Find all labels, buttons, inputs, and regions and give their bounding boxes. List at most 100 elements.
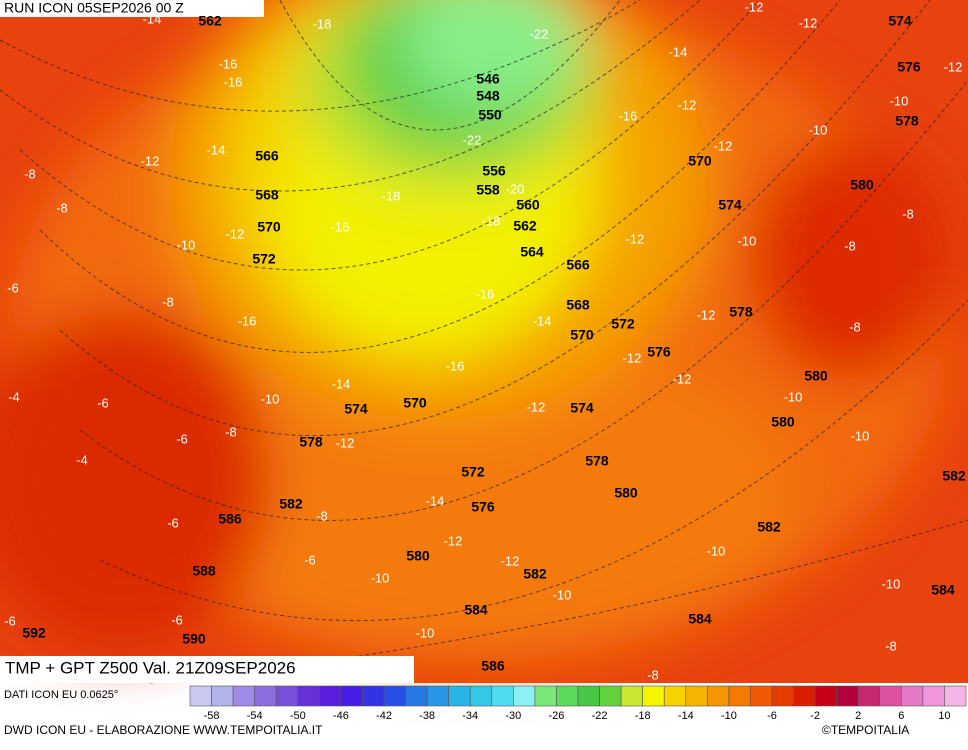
- legend-tick-label: -26: [548, 710, 564, 722]
- temperature-label: -6: [167, 515, 179, 530]
- temperature-label: -6: [171, 612, 183, 627]
- legend-tick-label: 6: [898, 710, 904, 722]
- color-swatch: [879, 685, 902, 707]
- height-label: 572: [252, 251, 276, 267]
- temperature-label: -18: [313, 16, 332, 31]
- height-label: 562: [513, 218, 537, 234]
- height-label: 562: [198, 13, 222, 29]
- temperature-label: -8: [647, 667, 659, 682]
- height-label: 584: [931, 582, 955, 598]
- color-swatch: [232, 685, 255, 707]
- temperature-label: -16: [224, 74, 243, 89]
- legend-tick-label: -30: [505, 710, 521, 722]
- temperature-label: -14: [669, 44, 688, 59]
- temperature-label: -14: [533, 313, 552, 328]
- height-label: 588: [192, 563, 216, 579]
- height-label: 570: [570, 327, 594, 343]
- legend-tick-label: -58: [204, 710, 220, 722]
- map-background: [0, 0, 968, 684]
- height-label: 592: [22, 625, 46, 641]
- height-label: 584: [688, 611, 712, 627]
- run-box: [0, 0, 264, 17]
- height-label: 584: [464, 602, 488, 618]
- legend-tick-label: -46: [333, 710, 349, 722]
- temperature-label: -12: [336, 435, 355, 450]
- temperature-label: -12: [678, 97, 697, 112]
- color-swatch: [663, 685, 687, 707]
- temperature-label: -12: [673, 371, 692, 386]
- temperature-label: -12: [501, 553, 520, 568]
- height-label: 560: [516, 197, 540, 213]
- temperature-label: -12: [623, 350, 642, 365]
- height-label: 580: [614, 485, 638, 501]
- color-swatch: [685, 685, 708, 707]
- color-swatch: [620, 685, 643, 707]
- height-label: 570: [688, 153, 712, 169]
- legend-tick-label: 2: [855, 710, 861, 722]
- temperature-label: -10: [882, 576, 901, 591]
- temperature-label: -10: [371, 570, 390, 585]
- legend-tick-label: -54: [247, 710, 263, 722]
- color-swatch: [426, 685, 449, 707]
- height-label: 576: [471, 499, 495, 515]
- color-swatch: [189, 685, 212, 707]
- temperature-label: -12: [226, 226, 245, 241]
- height-label: 574: [888, 13, 912, 29]
- temperature-label: -8: [316, 508, 328, 523]
- temperature-label: -8: [24, 166, 36, 181]
- color-swatch: [362, 685, 385, 707]
- temperature-label: -6: [4, 613, 16, 628]
- map-title: TMP + GPT Z500 Val. 21Z09SEP2026: [5, 658, 296, 677]
- height-label: 582: [757, 519, 781, 535]
- height-label: 580: [771, 414, 795, 430]
- height-label: 566: [255, 148, 279, 164]
- temperature-label: -18: [382, 188, 401, 203]
- height-label: 578: [729, 304, 753, 320]
- height-label: 590: [182, 631, 206, 647]
- temperature-label: -8: [844, 238, 856, 253]
- copyright: ©TEMPOITALIA: [822, 723, 909, 737]
- temperature-label: -8: [225, 424, 237, 439]
- temperature-label: -10: [851, 428, 870, 443]
- temperature-label: -16: [619, 108, 638, 123]
- height-label: 568: [255, 187, 279, 203]
- height-label: 576: [647, 344, 671, 360]
- height-label: 570: [403, 395, 427, 411]
- color-swatch: [944, 685, 967, 707]
- color-swatch: [857, 685, 881, 707]
- color-swatch: [728, 685, 751, 707]
- temperature-label: -18: [482, 213, 501, 228]
- color-swatch: [836, 685, 859, 707]
- temperature-label: -6: [7, 280, 19, 295]
- height-label: 576: [897, 59, 921, 75]
- color-swatch: [319, 685, 342, 707]
- temperature-label: -10: [784, 389, 803, 404]
- temperature-label: -16: [238, 313, 257, 328]
- legend-tick-label: -22: [592, 710, 608, 722]
- temperature-label: -16: [476, 286, 495, 301]
- height-label: 580: [850, 177, 874, 193]
- height-label: 572: [461, 464, 485, 480]
- temperature-label: -12: [944, 59, 963, 74]
- temperature-label: -8: [849, 319, 861, 334]
- color-swatch: [297, 685, 320, 707]
- color-swatch: [254, 685, 277, 707]
- temperature-label: -8: [56, 200, 68, 215]
- credits: DWD ICON EU - ELABORAZIONE WWW.TEMPOITAL…: [4, 723, 323, 737]
- height-label: 550: [478, 107, 502, 123]
- temperature-label: -12: [444, 533, 463, 548]
- height-label: 582: [942, 468, 966, 484]
- temperature-label: -6: [97, 395, 109, 410]
- temperature-label: -10: [738, 233, 757, 248]
- temperature-label: -22: [463, 132, 482, 147]
- color-swatch: [901, 685, 924, 707]
- temperature-label: -10: [890, 93, 909, 108]
- color-swatch: [599, 685, 622, 707]
- temperature-label: -14: [207, 142, 226, 157]
- temperature-label: -10: [809, 122, 828, 137]
- temperature-label: -10: [707, 543, 726, 558]
- height-label: 546: [476, 71, 500, 87]
- temperature-label: -8: [885, 638, 897, 653]
